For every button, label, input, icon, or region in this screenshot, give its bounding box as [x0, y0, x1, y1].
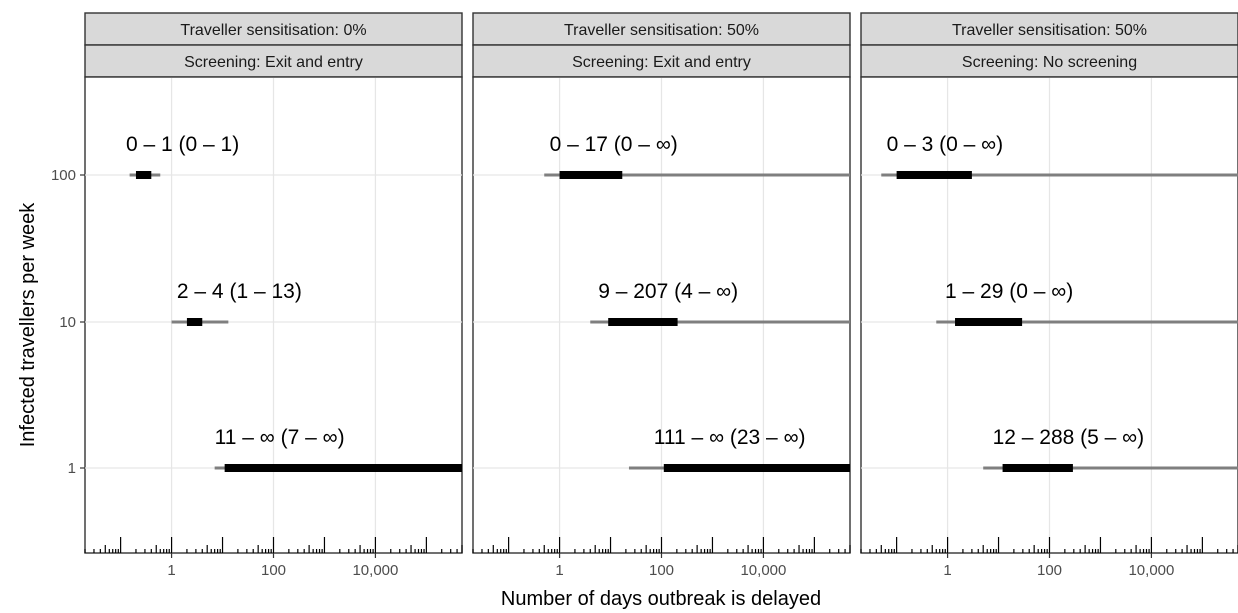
interval-row-10: 2 – 4 (1 – 13)	[171, 280, 302, 326]
y-tick-label: 10	[59, 314, 76, 331]
interval-row-100: 0 – 17 (0 – ∞)	[544, 133, 850, 179]
y-axis: 100 10 1	[51, 167, 85, 477]
y-tick-label: 1	[68, 460, 76, 477]
strip-bottom-label: Screening: Exit and entry	[572, 54, 751, 71]
interval-label: 9 – 207 (4 – ∞)	[598, 280, 738, 303]
interval-row-1: 12 – 288 (5 – ∞)	[983, 426, 1238, 472]
strip-top-label: Traveller sensitisation: 0%	[180, 22, 366, 39]
strip-bottom-bg	[84, 44, 463, 78]
x-axis-title: Number of days outbreak is delayed	[501, 588, 821, 610]
interval-row-1: 111 – ∞ (23 – ∞)	[628, 426, 850, 472]
y-axis-title: Infected travellers per week	[17, 202, 39, 448]
strip-top-bg	[860, 12, 1238, 46]
interval-label: 0 – 17 (0 – ∞)	[550, 133, 678, 156]
interval-label: 0 – 3 (0 – ∞)	[887, 133, 1004, 156]
x-tick-label: 1	[943, 562, 951, 579]
strip-bottom-label: Screening: Exit and entry	[184, 54, 363, 71]
x-tick-label: 10,000	[740, 562, 786, 579]
strip-top-label: Traveller sensitisation: 50%	[564, 22, 759, 39]
interval-label: 2 – 4 (1 – 13)	[177, 280, 302, 303]
interval-label: 12 – 288 (5 – ∞)	[993, 426, 1145, 449]
interval-row-10: 1 – 29 (0 – ∞)	[936, 280, 1238, 326]
x-tick-label: 100	[1037, 562, 1062, 579]
strip-bottom-label: Screening: No screening	[962, 54, 1137, 71]
x-tick-label: 10,000	[352, 562, 398, 579]
chart-panels: Traveller sensitisation: 0% Screening: Ex…	[84, 12, 1238, 579]
interval-row-100: 0 – 1 (0 – 1)	[126, 133, 239, 179]
panel-3: Traveller sensitisation: 50% Screening: N…	[860, 12, 1238, 579]
interval-row-10: 9 – 207 (4 – ∞)	[590, 280, 850, 326]
strip-top-bg	[84, 12, 463, 46]
y-tick-label: 100	[51, 167, 76, 184]
interval-label: 11 – ∞ (7 – ∞)	[215, 426, 345, 449]
x-tick-label: 1	[167, 562, 175, 579]
x-tick-label: 100	[261, 562, 286, 579]
strip-top-label: Traveller sensitisation: 50%	[952, 22, 1147, 39]
x-tick-label: 1	[555, 562, 563, 579]
interval-label: 0 – 1 (0 – 1)	[126, 133, 239, 156]
interval-label: 1 – 29 (0 – ∞)	[945, 280, 1073, 303]
interval-row-100: 0 – 3 (0 – ∞)	[881, 133, 1238, 179]
interval-row-1: 11 – ∞ (7 – ∞)	[214, 426, 462, 472]
strip-bottom-bg	[860, 44, 1238, 78]
x-tick-label: 10,000	[1128, 562, 1174, 579]
panel-2: Traveller sensitisation: 50% Screening: E…	[472, 12, 851, 579]
interval-label: 111 – ∞ (23 – ∞)	[654, 426, 806, 449]
panel-1: Traveller sensitisation: 0% Screening: Ex…	[84, 12, 463, 579]
strip-top-bg	[472, 12, 851, 46]
x-tick-label: 100	[649, 562, 674, 579]
